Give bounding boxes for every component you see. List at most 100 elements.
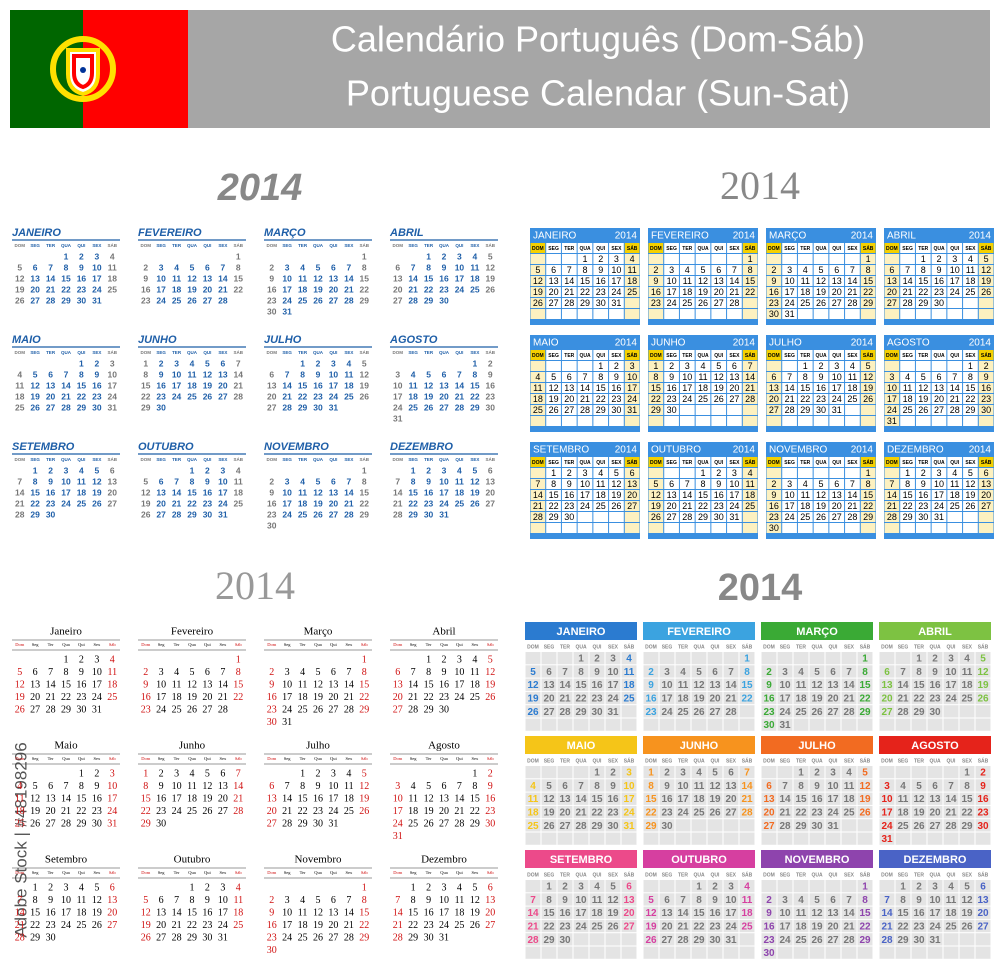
- day: 12: [918, 383, 928, 393]
- day: 28: [454, 818, 464, 829]
- day-cell: [829, 276, 845, 286]
- day: 24: [329, 391, 339, 401]
- day: 8: [362, 667, 367, 678]
- day: 24: [172, 806, 182, 817]
- day: 19: [977, 680, 989, 691]
- month-name: OUTUBRO: [671, 854, 727, 866]
- day-cell: [609, 512, 624, 522]
- day-cell: [947, 361, 963, 371]
- day: 18: [408, 806, 418, 817]
- day: 23: [424, 920, 434, 931]
- day: 27: [827, 707, 839, 718]
- day-cell: [624, 523, 640, 533]
- day: 27: [977, 922, 989, 933]
- day: 16: [77, 273, 87, 283]
- day-cell: [525, 946, 541, 959]
- day: 4: [110, 654, 115, 665]
- day: 26: [527, 707, 539, 718]
- day: 18: [950, 490, 960, 500]
- day: 30: [92, 402, 102, 412]
- day-cell: [589, 933, 605, 946]
- day: 20: [725, 794, 737, 805]
- month-name: MARÇO: [264, 227, 306, 239]
- day: 6: [395, 262, 400, 272]
- day: 21: [393, 498, 403, 508]
- day: 10: [779, 680, 791, 691]
- day-cell: [739, 819, 755, 832]
- day: 16: [156, 380, 166, 390]
- day: 27: [329, 295, 339, 305]
- day: 11: [188, 369, 197, 379]
- day: 31: [934, 512, 944, 522]
- day: 28: [741, 808, 753, 819]
- day: 2: [669, 361, 674, 371]
- weekday: Qui: [330, 642, 337, 647]
- day-cell: [825, 832, 841, 845]
- weekday: Sex: [471, 642, 479, 647]
- day: 26: [187, 295, 197, 305]
- day: 9: [921, 479, 926, 489]
- day: 14: [46, 679, 56, 690]
- day: 3: [680, 768, 686, 779]
- day: 20: [30, 284, 40, 294]
- day-cell: [915, 298, 931, 308]
- day: 29: [408, 509, 418, 519]
- day-cell: [648, 265, 664, 275]
- day-cell: [975, 933, 991, 946]
- day: 20: [393, 284, 403, 294]
- day: 27: [328, 704, 338, 715]
- day-cell: [860, 416, 876, 426]
- weekday: Ter: [300, 756, 306, 761]
- weekday: DOM: [650, 246, 662, 252]
- day: 3: [787, 265, 792, 275]
- day-cell: [761, 652, 777, 665]
- day: 22: [359, 692, 369, 703]
- day: 13: [832, 490, 842, 500]
- day: 10: [92, 262, 102, 272]
- day: 6: [766, 781, 772, 792]
- day: 27: [267, 818, 277, 829]
- day: 31: [623, 821, 635, 832]
- day: 26: [533, 298, 543, 308]
- day: 10: [439, 895, 449, 906]
- day: 8: [33, 476, 38, 486]
- day-cell: [573, 933, 589, 946]
- day: 11: [298, 679, 308, 690]
- weekday: TER: [564, 353, 574, 359]
- day-cell: [679, 309, 695, 319]
- day: 20: [887, 287, 897, 297]
- day: 28: [897, 707, 909, 718]
- weekday: SEG: [282, 243, 292, 248]
- day-cell: [975, 678, 991, 691]
- weekday: Qua: [440, 642, 448, 647]
- day-cell: [895, 652, 911, 665]
- day-cell: [525, 691, 541, 705]
- weekday-cell: [727, 350, 742, 360]
- day: 2: [488, 768, 493, 779]
- weekday: QUA: [815, 353, 827, 359]
- day-cell: [711, 416, 727, 426]
- day-cell: [841, 946, 857, 959]
- month-name: Julho: [306, 740, 330, 752]
- day: 21: [580, 394, 590, 404]
- month-name: OUTUBRO: [138, 441, 194, 453]
- day: 8: [472, 781, 477, 792]
- day: 14: [393, 487, 403, 497]
- day: 18: [187, 380, 197, 390]
- weekday: QUI: [455, 457, 463, 462]
- weekday: SÁB: [863, 459, 874, 466]
- weekday: Seg: [410, 870, 418, 875]
- day-cell: [915, 523, 931, 533]
- day: 22: [859, 694, 871, 705]
- month-name: DEZEMBRO: [390, 441, 453, 453]
- day: 5: [94, 882, 99, 893]
- day: 7: [346, 667, 351, 678]
- day: 19: [360, 380, 370, 390]
- weekday: Ter: [48, 756, 54, 761]
- day: 4: [472, 654, 477, 665]
- day: 27: [981, 501, 991, 511]
- day-cell: [561, 254, 577, 264]
- day: 21: [344, 284, 354, 294]
- day: 5: [190, 667, 195, 678]
- day: 18: [533, 394, 543, 404]
